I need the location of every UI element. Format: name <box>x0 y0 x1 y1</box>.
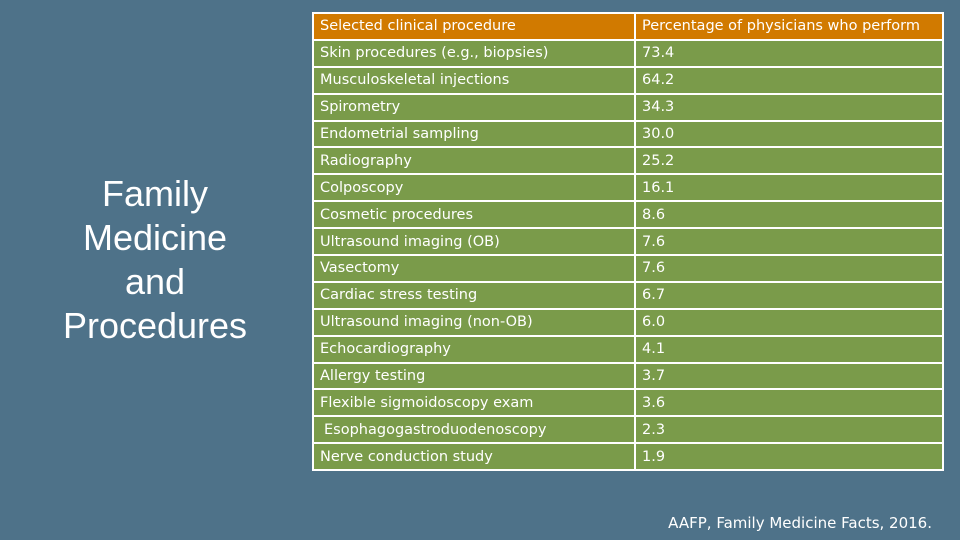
percentage-cell: 16.1 <box>634 173 944 203</box>
procedure-cell: Ultrasound imaging (non-OB) <box>312 307 636 337</box>
percentage-cell: 4.1 <box>634 334 944 364</box>
percentage-cell: 25.2 <box>634 146 944 176</box>
table-row: Radiography 25.2 <box>312 146 944 176</box>
table-row: Esophagogastroduodenoscopy 2.3 <box>312 415 944 445</box>
procedure-cell: Allergy testing <box>312 361 636 391</box>
procedures-table: Selected clinical procedure Percentage o… <box>312 12 944 472</box>
table-row: Endometrial sampling 30.0 <box>312 119 944 149</box>
table-row: Echocardiography 4.1 <box>312 334 944 364</box>
percentage-cell: 7.6 <box>634 254 944 283</box>
table-row: Cardiac stress testing 6.7 <box>312 280 944 310</box>
table-row: Musculoskeletal injections 64.2 <box>312 65 944 95</box>
procedure-cell: Vasectomy <box>312 254 636 283</box>
slide-title-line: Medicine <box>82 217 228 258</box>
source-citation: AAFP, Family Medicine Facts, 2016. <box>668 514 932 532</box>
procedure-cell: Skin procedures (e.g., biopsies) <box>312 38 636 68</box>
procedure-cell: Nerve conduction study <box>312 442 636 472</box>
procedure-cell: Endometrial sampling <box>312 119 636 149</box>
table-row: Ultrasound imaging (non-OB) 6.0 <box>312 307 944 337</box>
procedure-cell: Echocardiography <box>312 334 636 364</box>
percentage-cell: 1.9 <box>634 442 944 472</box>
percentage-cell: 6.0 <box>634 307 944 337</box>
procedure-cell: Esophagogastroduodenoscopy <box>312 415 636 445</box>
slide-title-line: Family <box>102 173 208 214</box>
table-row: Cosmetic procedures 8.6 <box>312 200 944 230</box>
procedure-cell: Cosmetic procedures <box>312 200 636 230</box>
header-percentage: Percentage of physicians who perform <box>634 12 944 41</box>
percentage-cell: 7.6 <box>634 227 944 257</box>
procedure-cell: Cardiac stress testing <box>312 280 636 310</box>
percentage-cell: 2.3 <box>634 415 944 445</box>
table-row: Nerve conduction study 1.9 <box>312 442 944 472</box>
table-row: Vasectomy 7.6 <box>312 254 944 283</box>
slide-title-line: Procedures <box>62 305 248 346</box>
percentage-cell: 6.7 <box>634 280 944 310</box>
percentage-cell: 73.4 <box>634 38 944 68</box>
percentage-cell: 3.7 <box>634 361 944 391</box>
procedure-cell: Radiography <box>312 146 636 176</box>
slide-title-line: and <box>124 261 186 302</box>
table-row: Skin procedures (e.g., biopsies) 73.4 <box>312 38 944 68</box>
percentage-cell: 30.0 <box>634 119 944 149</box>
percentage-cell: 3.6 <box>634 388 944 418</box>
table-row: Spirometry 34.3 <box>312 92 944 122</box>
procedure-cell: Flexible sigmoidoscopy exam <box>312 388 636 418</box>
table-row: Ultrasound imaging (OB) 7.6 <box>312 227 944 257</box>
table-row: Colposcopy 16.1 <box>312 173 944 203</box>
header-procedure: Selected clinical procedure <box>312 12 636 41</box>
table-header-row: Selected clinical procedure Percentage o… <box>312 12 944 41</box>
procedure-cell: Spirometry <box>312 92 636 122</box>
percentage-cell: 64.2 <box>634 65 944 95</box>
percentage-cell: 34.3 <box>634 92 944 122</box>
slide-title: Family Medicine and Procedures <box>30 172 280 348</box>
table-row: Allergy testing 3.7 <box>312 361 944 391</box>
percentage-cell: 8.6 <box>634 200 944 230</box>
procedure-cell: Ultrasound imaging (OB) <box>312 227 636 257</box>
table-row: Flexible sigmoidoscopy exam 3.6 <box>312 388 944 418</box>
procedure-cell: Musculoskeletal injections <box>312 65 636 95</box>
procedure-cell: Colposcopy <box>312 173 636 203</box>
